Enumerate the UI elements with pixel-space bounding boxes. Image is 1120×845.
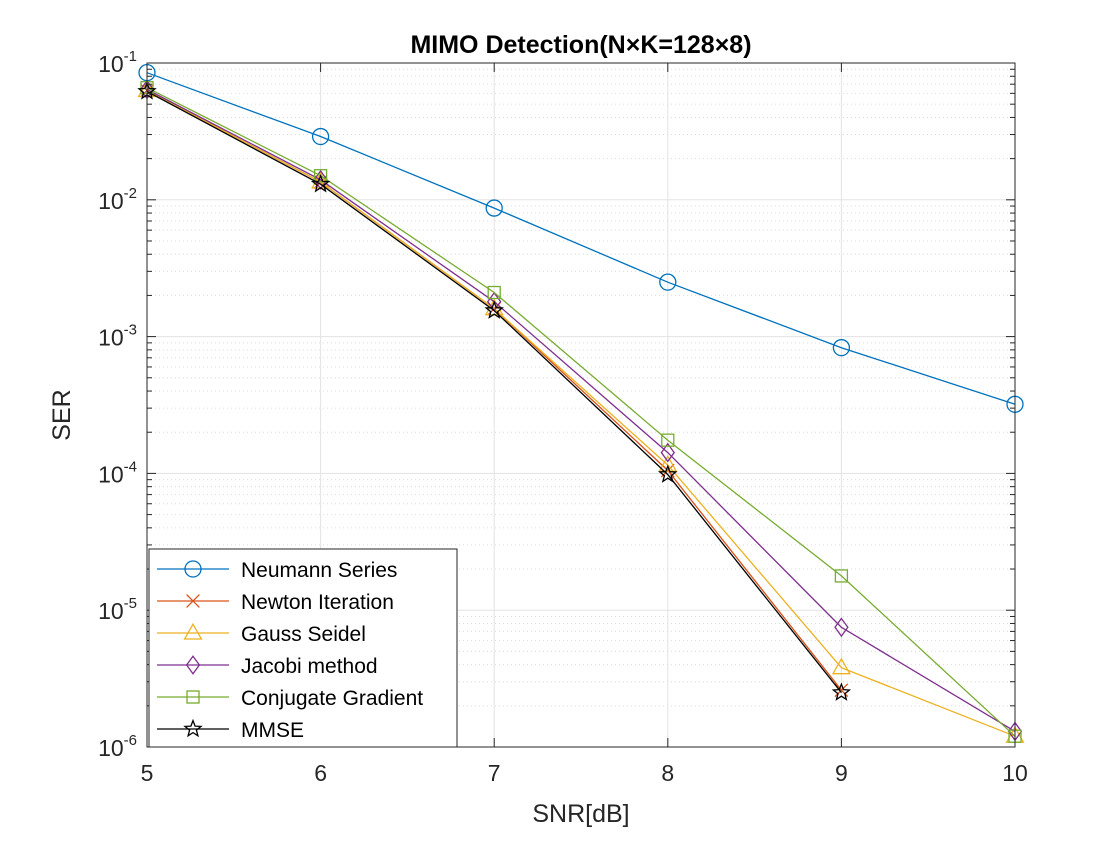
legend-label: Neumann Series bbox=[241, 559, 397, 582]
y-tick-label: 10-6 bbox=[98, 732, 137, 761]
x-marker bbox=[186, 594, 200, 608]
square-marker bbox=[834, 569, 849, 583]
x-tick-label: 9 bbox=[835, 760, 848, 786]
square-marker bbox=[487, 285, 501, 300]
legend-label: Newton Iteration bbox=[241, 591, 394, 614]
legend-label: Gauss Seidel bbox=[241, 623, 366, 646]
y-tick-label: 10-2 bbox=[98, 185, 137, 214]
x-tick-label: 7 bbox=[488, 760, 501, 786]
circle-marker bbox=[832, 339, 851, 357]
y-tick-label: 10-3 bbox=[98, 322, 137, 351]
triangle-marker bbox=[658, 454, 678, 472]
star-marker bbox=[183, 718, 203, 738]
y-axis-label: SER bbox=[48, 389, 76, 440]
minor-grid bbox=[147, 68, 1015, 707]
series-conjugate-gradient bbox=[140, 81, 1022, 743]
y-tick-label: 10-5 bbox=[98, 595, 137, 624]
diamond-marker bbox=[834, 617, 849, 638]
x-tick-label: 5 bbox=[141, 760, 154, 786]
series-layer bbox=[137, 64, 1025, 743]
series-line bbox=[146, 90, 842, 694]
diamond-marker bbox=[313, 169, 328, 190]
series-line bbox=[146, 88, 1016, 732]
legend-label: Jacobi method bbox=[241, 655, 378, 678]
triangle-marker bbox=[831, 657, 851, 675]
triangle-marker bbox=[183, 622, 203, 640]
diamond-marker bbox=[185, 655, 201, 675]
star-marker bbox=[484, 300, 504, 319]
circle-marker bbox=[485, 199, 503, 217]
y-tick-label: 10-4 bbox=[98, 458, 137, 487]
legend-item: Conjugate Gradient bbox=[157, 687, 423, 710]
series-line bbox=[146, 89, 1016, 737]
axis-ticks bbox=[146, 62, 1016, 748]
circle-marker bbox=[184, 560, 202, 578]
series-line bbox=[146, 87, 1016, 737]
circle-marker bbox=[311, 127, 330, 146]
series-mmse bbox=[137, 81, 852, 701]
x-tick-label: 8 bbox=[661, 760, 674, 786]
legend-item: Newton Iteration bbox=[157, 591, 394, 614]
legend-box bbox=[148, 548, 458, 748]
legend: Neumann Series Newton Iteration Gauss Seid… bbox=[148, 548, 458, 748]
y-tick-label: 10-1 bbox=[98, 48, 137, 77]
square-marker bbox=[186, 690, 200, 704]
diamond-marker bbox=[660, 442, 676, 463]
square-marker bbox=[661, 433, 675, 447]
square-marker bbox=[313, 169, 328, 183]
legend-item: Neumann Series bbox=[157, 559, 397, 582]
star-marker bbox=[310, 173, 331, 193]
star-marker bbox=[658, 464, 678, 483]
legend-item: Gauss Seidel bbox=[157, 622, 366, 646]
legend-item: MMSE bbox=[157, 718, 304, 742]
x-tick-labels: 5 6 7 8 9 10 bbox=[141, 760, 1028, 786]
y-tick-labels: 10-6 10-5 10-4 10-3 10-2 10-1 bbox=[98, 48, 137, 761]
chart-title: MIMO Detection(N×K=128×8) bbox=[410, 31, 751, 59]
x-axis-label: SNR[dB] bbox=[532, 800, 629, 828]
circle-marker bbox=[659, 273, 677, 291]
x-tick-label: 6 bbox=[314, 760, 327, 786]
legend-label: MMSE bbox=[241, 719, 304, 742]
plot-frame bbox=[146, 62, 1016, 748]
series-line bbox=[146, 72, 1016, 405]
legend-label: Conjugate Gradient bbox=[241, 687, 423, 710]
legend-item: Jacobi method bbox=[157, 655, 378, 678]
star-marker bbox=[831, 682, 852, 701]
x-tick-label: 10 bbox=[1002, 760, 1028, 786]
